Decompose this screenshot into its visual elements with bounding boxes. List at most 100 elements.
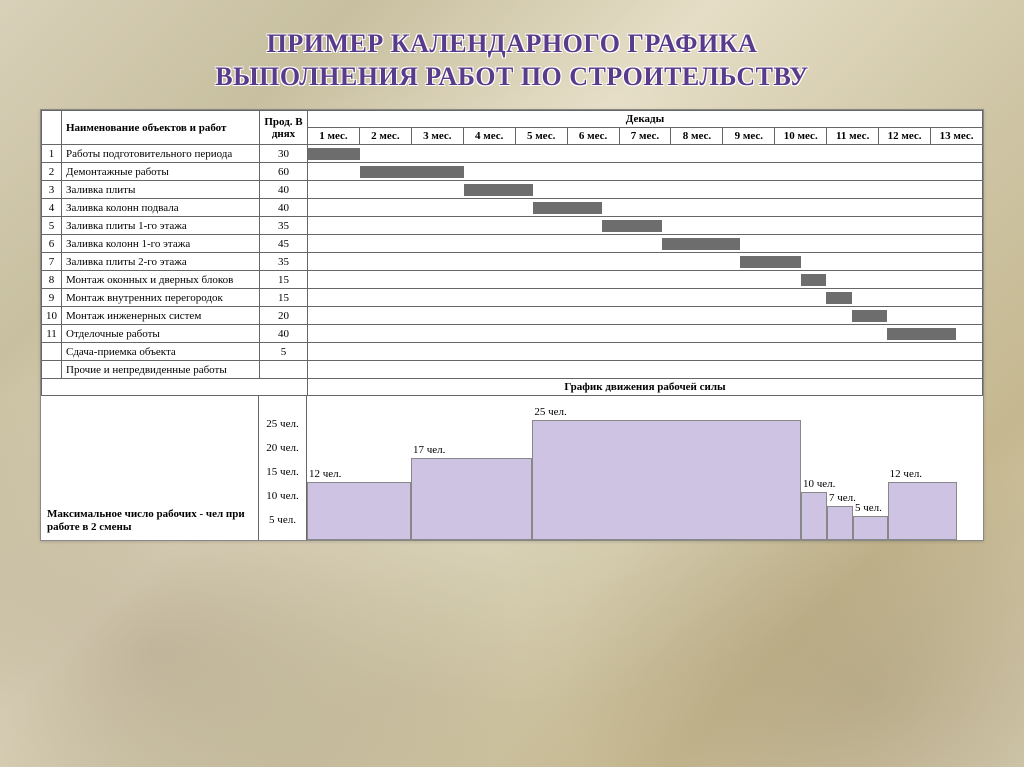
workforce-step: [411, 458, 532, 540]
gantt-table: Наименование объектов и работ Прод. В дн…: [41, 110, 983, 396]
workforce-title: График движения рабочей силы: [308, 379, 983, 396]
task-duration: [260, 361, 308, 379]
table-row: 9Монтаж внутренних перегородок15: [42, 289, 983, 307]
workforce-step: [888, 482, 957, 540]
table-row: Сдача-приемка объекта5: [42, 343, 983, 361]
col-month-12: 12 мес.: [879, 128, 931, 145]
task-name: Прочие и непредвиденные работы: [62, 361, 260, 379]
task-duration: 5: [260, 343, 308, 361]
task-name: Сдача-приемка объекта: [62, 343, 260, 361]
task-name: Отделочные работы: [62, 325, 260, 343]
task-num: 10: [42, 307, 62, 325]
workforce-step: [307, 482, 411, 540]
task-name: Заливка плиты 1-го этажа: [62, 217, 260, 235]
table-row: 5Заливка плиты 1-го этажа35: [42, 217, 983, 235]
task-name: Заливка плиты: [62, 181, 260, 199]
gantt-cell: [308, 235, 983, 253]
col-decades: Декады: [308, 111, 983, 128]
col-month-11: 11 мес.: [827, 128, 879, 145]
table-row: Прочие и непредвиденные работы: [42, 361, 983, 379]
table-row: 7Заливка плиты 2-го этажа35: [42, 253, 983, 271]
col-month-5: 5 мес.: [515, 128, 567, 145]
table-row: 1Работы подготовительного периода30: [42, 145, 983, 163]
task-duration: 60: [260, 163, 308, 181]
gantt-cell: [308, 271, 983, 289]
y-tick: 25 чел.: [259, 412, 306, 436]
task-num: 11: [42, 325, 62, 343]
title-line-1: ПРИМЕР КАЛЕНДАРНОГО ГРАФИКА: [0, 28, 1024, 61]
workforce-step: [853, 516, 888, 540]
gantt-cell: [308, 199, 983, 217]
col-month-3: 3 мес.: [411, 128, 463, 145]
gantt-bar: [533, 202, 602, 214]
col-month-2: 2 мес.: [359, 128, 411, 145]
table-row: 4Заливка колонн подвала40: [42, 199, 983, 217]
task-num: 6: [42, 235, 62, 253]
gantt-cell: [308, 307, 983, 325]
workforce-step: [827, 506, 853, 540]
workforce-step-label: 12 чел.: [309, 468, 341, 480]
table-row: 6Заливка колонн 1-го этажа45: [42, 235, 983, 253]
task-duration: 30: [260, 145, 308, 163]
workforce-step-label: 7 чел.: [829, 492, 856, 504]
workforce-plot: 12 чел. 17 чел. 25 чел. 10 чел. 7 чел.5 чел.…: [307, 396, 983, 540]
task-name: Демонтажные работы: [62, 163, 260, 181]
col-name: Наименование объектов и работ: [62, 111, 260, 145]
workforce-step: [801, 492, 827, 540]
task-num: 9: [42, 289, 62, 307]
task-duration: 35: [260, 217, 308, 235]
task-duration: 40: [260, 199, 308, 217]
gantt-bar: [801, 274, 827, 286]
y-tick: 5 чел.: [259, 508, 306, 532]
gantt-bar: [887, 328, 956, 340]
task-name: Заливка колонн подвала: [62, 199, 260, 217]
task-num: 7: [42, 253, 62, 271]
col-month-9: 9 мес.: [723, 128, 775, 145]
task-num: [42, 343, 62, 361]
workforce-step-label: 17 чел.: [413, 444, 445, 456]
gantt-bar: [308, 148, 360, 160]
workforce-step-label: 10 чел.: [803, 478, 835, 490]
workforce-chart: Максимальное число рабочих - чел при раб…: [41, 396, 983, 540]
workforce-step-label: 12 чел.: [890, 468, 922, 480]
task-duration: 40: [260, 325, 308, 343]
task-duration: 45: [260, 235, 308, 253]
task-num: [42, 361, 62, 379]
task-num: 5: [42, 217, 62, 235]
page-title: ПРИМЕР КАЛЕНДАРНОГО ГРАФИКА ВЫПОЛНЕНИЯ Р…: [0, 0, 1024, 93]
title-line-2: ВЫПОЛНЕНИЯ РАБОТ ПО СТРОИТЕЛЬСТВУ: [0, 61, 1024, 94]
gantt-cell: [308, 361, 983, 379]
col-month-8: 8 мес.: [671, 128, 723, 145]
workforce-left-label: Максимальное число рабочих - чел при раб…: [47, 508, 252, 534]
workforce-y-axis: 25 чел.20 чел.15 чел.10 чел.5 чел.: [259, 396, 307, 540]
workforce-step-label: 25 чел.: [534, 406, 566, 418]
task-num: 4: [42, 199, 62, 217]
task-num: 8: [42, 271, 62, 289]
gantt-cell: [308, 343, 983, 361]
y-tick: 10 чел.: [259, 484, 306, 508]
table-row: 8Монтаж оконных и дверных блоков15: [42, 271, 983, 289]
col-month-7: 7 мес.: [619, 128, 671, 145]
task-num: 2: [42, 163, 62, 181]
task-duration: 15: [260, 289, 308, 307]
gantt-cell: [308, 163, 983, 181]
gantt-cell: [308, 145, 983, 163]
col-month-4: 4 мес.: [463, 128, 515, 145]
task-name: Работы подготовительного периода: [62, 145, 260, 163]
workforce-step-label: 5 чел.: [855, 502, 882, 514]
task-duration: 15: [260, 271, 308, 289]
gantt-cell: [308, 325, 983, 343]
gantt-bar: [826, 292, 852, 304]
task-num: 1: [42, 145, 62, 163]
col-num: [42, 111, 62, 145]
gantt-bar: [740, 256, 800, 268]
task-name: Монтаж инженерных систем: [62, 307, 260, 325]
task-name: Монтаж внутренних перегородок: [62, 289, 260, 307]
col-month-13: 13 мес.: [931, 128, 983, 145]
gantt-bar: [464, 184, 533, 196]
col-month-1: 1 мес.: [308, 128, 360, 145]
gantt-cell: [308, 253, 983, 271]
table-row: 3Заливка плиты40: [42, 181, 983, 199]
task-name: Заливка плиты 2-го этажа: [62, 253, 260, 271]
gantt-cell: [308, 181, 983, 199]
